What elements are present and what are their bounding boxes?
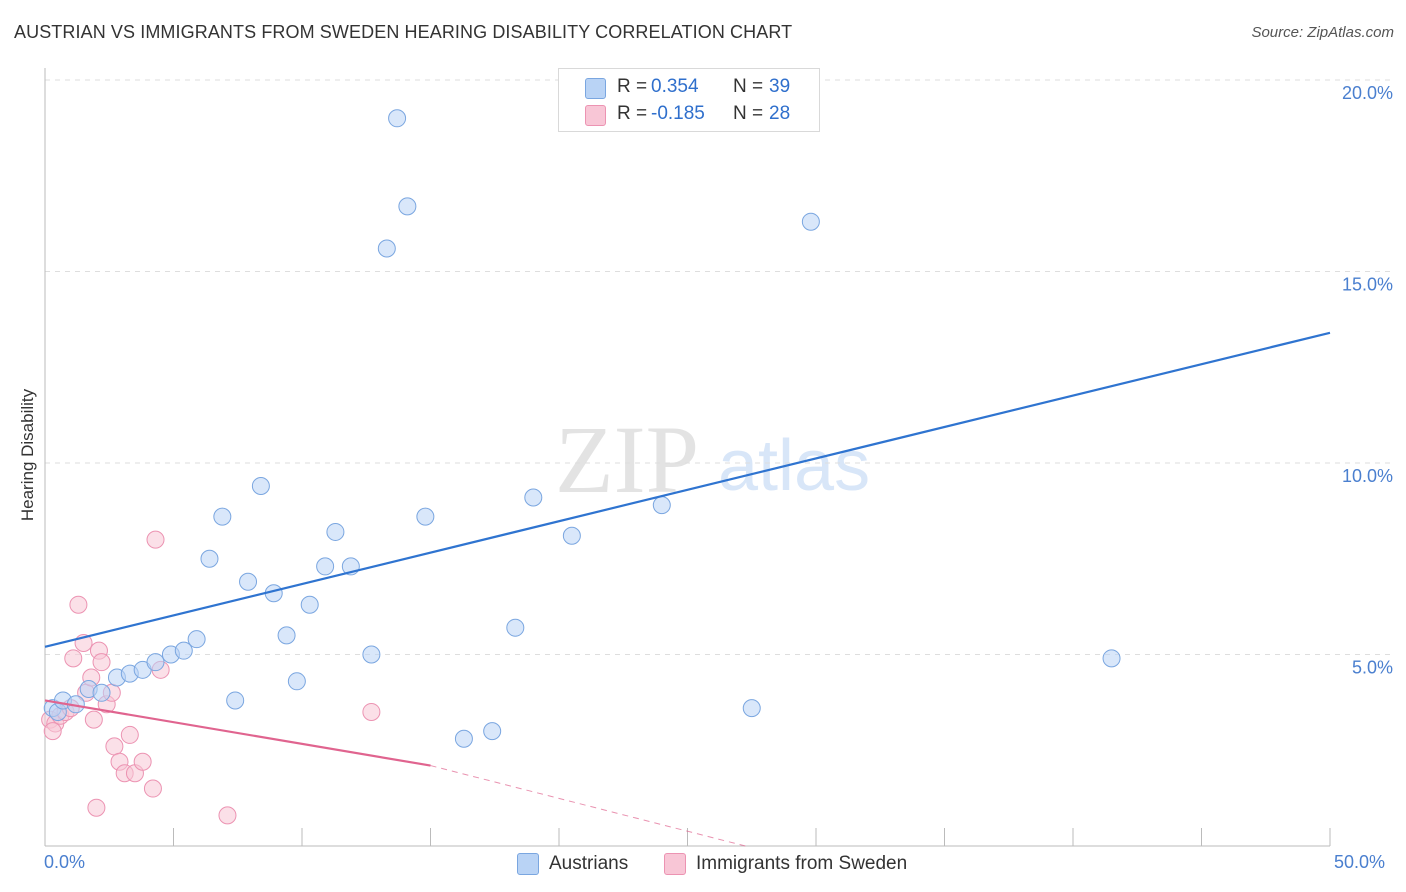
legend-label-immigrants: Immigrants from Sweden: [696, 853, 908, 874]
point-austrians: [1102, 649, 1121, 668]
legend-n-label: N =: [733, 103, 764, 124]
point-austrians: [801, 212, 820, 231]
point-austrians: [200, 549, 219, 568]
point-austrians: [187, 630, 206, 649]
trend-line-immigrants-extension: [430, 765, 746, 847]
trend-line-austrians: [44, 331, 1331, 648]
point-austrians: [362, 645, 381, 664]
legend-r-label: R =: [617, 76, 648, 97]
point-austrians: [483, 722, 502, 741]
legend-r-label: R =: [617, 103, 648, 124]
watermark-atlas: atlas: [718, 426, 870, 506]
point-austrians: [524, 488, 543, 507]
point-austrians: [652, 496, 671, 515]
point-immigrants-from-sweden: [218, 806, 237, 825]
point-austrians: [506, 618, 525, 637]
point-austrians: [316, 557, 335, 576]
chart-title: AUSTRIAN VS IMMIGRANTS FROM SWEDEN HEARI…: [14, 22, 793, 42]
trend-lines: [44, 331, 1331, 847]
point-immigrants-from-sweden: [362, 702, 381, 721]
y-tick-label: 15.0%: [1342, 275, 1393, 295]
point-immigrants-from-sweden: [43, 722, 62, 741]
series-austrians: [43, 109, 1121, 748]
x-tick-label-min: 0.0%: [44, 852, 86, 872]
point-austrians: [416, 507, 435, 526]
point-austrians: [326, 522, 345, 541]
y-tick-labels: 5.0% 10.0% 15.0% 20.0%: [1342, 83, 1393, 678]
point-immigrants-from-sweden: [64, 649, 83, 668]
point-austrians: [300, 595, 319, 614]
y-tick-label: 5.0%: [1352, 658, 1393, 678]
legend-r-value: -0.185: [651, 103, 705, 124]
source-credit: Source: ZipAtlas.com: [1251, 24, 1394, 41]
point-austrians: [239, 572, 258, 591]
series-immigrants-from-sweden: [41, 530, 381, 825]
point-immigrants-from-sweden: [143, 779, 162, 798]
point-austrians: [213, 507, 232, 526]
point-austrians: [226, 691, 245, 710]
y-tick-label: 20.0%: [1342, 83, 1393, 103]
point-immigrants-from-sweden: [92, 653, 111, 672]
point-austrians: [251, 476, 270, 495]
point-austrians: [562, 526, 581, 545]
watermark-zip: ZIP: [555, 406, 699, 513]
point-austrians: [454, 729, 473, 748]
point-austrians: [742, 699, 761, 718]
legend-n-value: 28: [769, 103, 791, 124]
point-austrians: [287, 672, 306, 691]
legend-label-austrians: Austrians: [549, 853, 629, 874]
legend-swatch-blue: [517, 853, 539, 875]
legend-swatch-blue: [585, 78, 606, 99]
point-immigrants-from-sweden: [69, 595, 88, 614]
point-immigrants-from-sweden: [133, 752, 152, 771]
watermark: ZIP atlas: [555, 406, 870, 513]
legend-swatch-pink: [664, 853, 686, 875]
point-immigrants-from-sweden: [84, 710, 103, 729]
point-immigrants-from-sweden: [120, 725, 139, 744]
point-immigrants-from-sweden: [105, 737, 124, 756]
point-immigrants-from-sweden: [87, 798, 106, 817]
legend-r-value: 0.354: [651, 76, 699, 97]
y-tick-label: 10.0%: [1342, 466, 1393, 486]
point-austrians: [174, 641, 193, 660]
point-austrians: [277, 626, 296, 645]
x-tick-label-max: 50.0%: [1334, 852, 1386, 872]
point-immigrants-from-sweden: [146, 530, 165, 549]
correlation-legend: R = 0.354 N = 39 R = -0.185 N = 28: [558, 68, 820, 132]
point-austrians: [388, 109, 407, 128]
point-austrians: [377, 239, 396, 258]
point-austrians: [92, 683, 111, 702]
point-austrians: [146, 653, 165, 672]
point-austrians: [398, 197, 417, 216]
legend-swatch-pink: [585, 105, 606, 126]
legend-n-value: 39: [769, 76, 791, 97]
legend-n-label: N =: [733, 76, 764, 97]
trend-line-immigrants-from-sweden: [44, 699, 431, 767]
